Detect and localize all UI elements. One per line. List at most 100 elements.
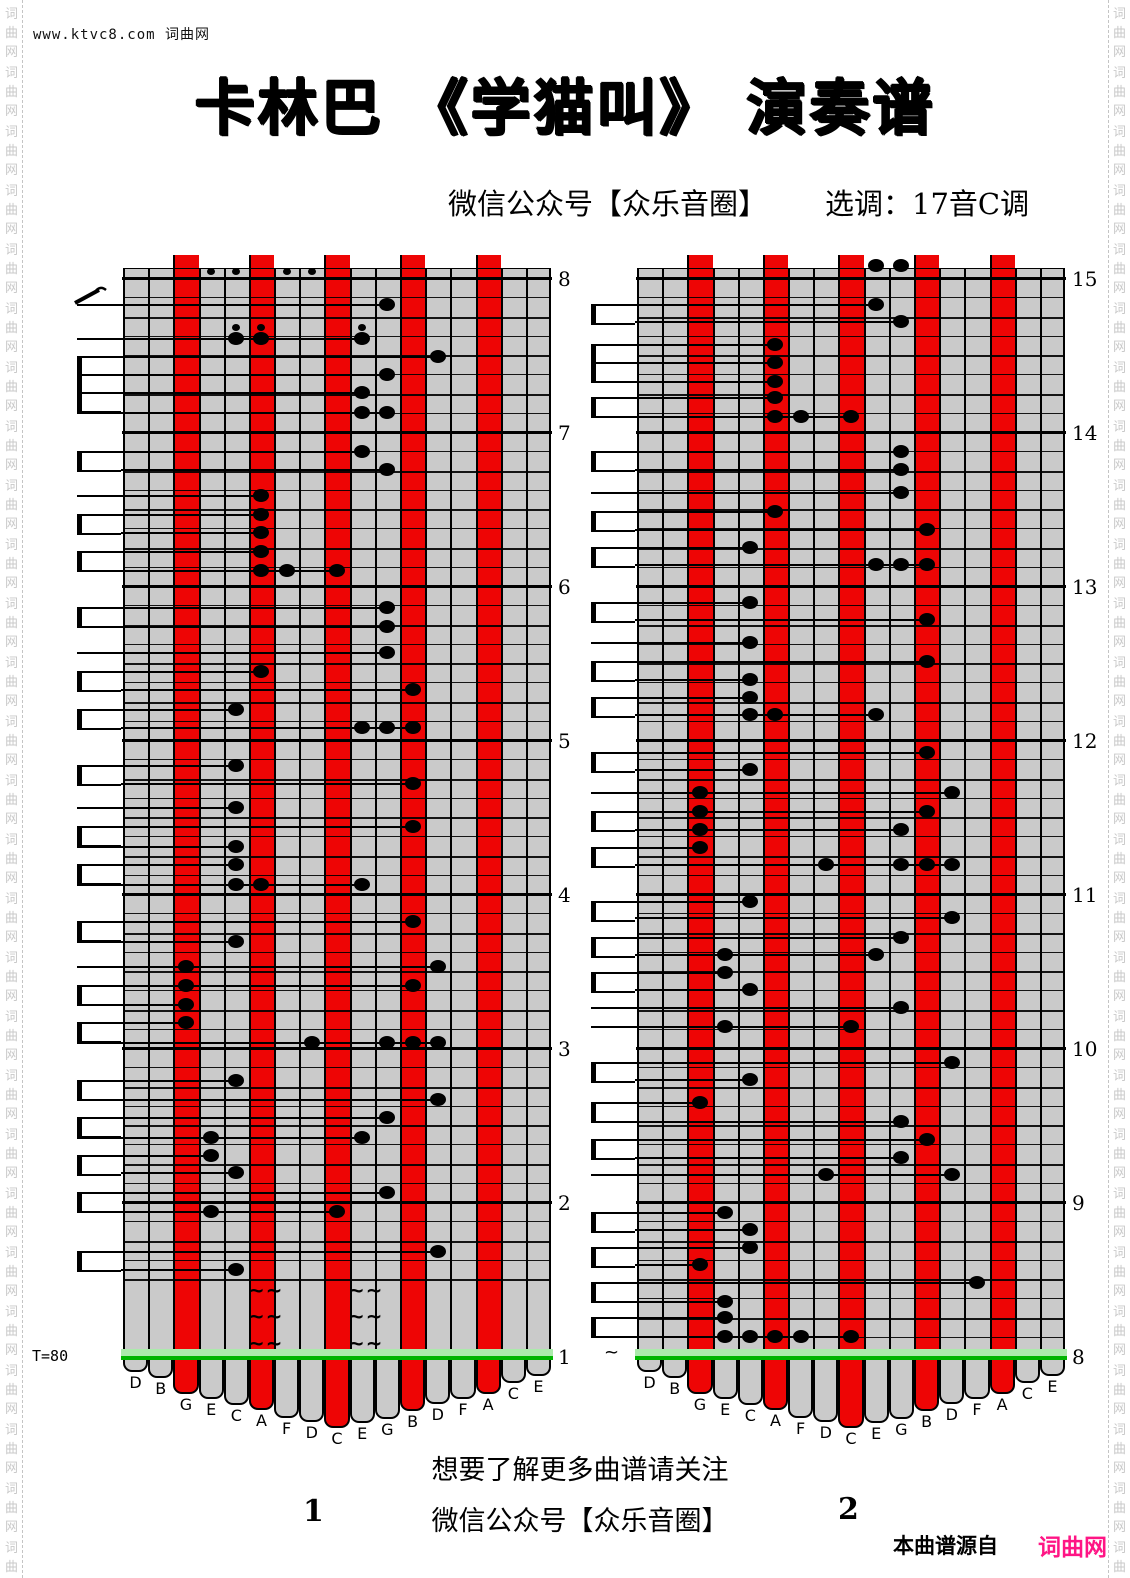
beat-line [637,643,1065,645]
beat-line [123,836,551,838]
tine-note-label: A [996,1395,1008,1414]
tine-tail [762,1356,789,1410]
duration-rect [77,1022,121,1043]
tine-note-label: F [458,1400,468,1419]
note-dot [767,410,784,423]
glissando-wavy-icon: ∼∼ [248,1304,284,1328]
note-connector-line [591,602,751,604]
note-dot [429,1245,446,1258]
tine-tail [1014,1356,1040,1383]
watermark-side-char: 词 [1113,1541,1127,1556]
watermark-side-char: 词 [1113,597,1127,612]
watermark-side-char: 曲 [1113,1383,1127,1398]
beat-line [123,528,551,530]
tine-note-label: C [1021,1384,1033,1403]
note-dot [379,463,396,476]
watermark-side-char: 曲 [5,1147,19,1162]
note-connector-line [591,416,852,418]
note-dot [868,259,885,272]
tine-tail [737,1356,763,1405]
watermark-side-char: 曲 [5,970,19,985]
note-connector-line [591,1317,726,1319]
watermark-side-char: 曲 [5,852,19,867]
beat-line [123,682,551,684]
note-connector-line [591,619,927,621]
tine-note-label: B [155,1379,167,1398]
note-dot [893,931,910,944]
note-connector-line [591,847,700,849]
tine-note-label: B [921,1412,933,1431]
watermark-side-char: 网 [1113,576,1127,591]
note-dot [742,541,759,554]
tine-note-label: D [945,1405,958,1424]
beat-line [637,759,1065,761]
note-dot [918,805,935,818]
note-dot [893,1001,910,1014]
note-dot [354,445,371,458]
watermark-side-char: 网 [5,281,19,296]
measure-number: 3 [558,1037,571,1061]
tine-column [399,255,426,1356]
note-dot [843,410,860,423]
note-connector-line [591,829,902,831]
tine-tail [248,1356,275,1410]
tine-column [450,268,476,1356]
watermark-side-char: 网 [1113,1284,1127,1299]
beat-line [123,874,551,876]
tine-note-label: E [206,1400,217,1419]
duration-rect [591,451,635,472]
watermark-side-char: 词 [5,302,19,317]
measure-line [636,585,1066,588]
beat-line [123,643,551,645]
note-dot [404,979,421,992]
note-connector-line [77,671,262,673]
watermark-side-char: 网 [1113,1343,1127,1358]
tine-tail [525,1356,552,1376]
note-connector-line [591,954,877,956]
watermark-side-char: 网 [5,45,19,60]
note-dot [742,983,759,996]
watermark-side-char: 曲 [5,1324,19,1339]
watermark-side-char: 网 [1113,517,1127,532]
duration-rect [77,1155,121,1176]
note-connector-line [591,1139,927,1141]
watermark-side-char: 曲 [1113,1442,1127,1457]
watermark-side-char: 曲 [1113,557,1127,572]
watermark-side-char: 曲 [1113,852,1127,867]
watermark-side-char: 网 [5,753,19,768]
note-dot [228,840,245,853]
tempo-label: T=80 [32,1347,69,1365]
watermark-side-char: 词 [1113,1128,1127,1143]
measure-number: 5 [558,729,571,753]
watermark-side-char: 曲 [1113,321,1127,336]
watermark-side-char: 网 [1113,163,1127,178]
note-dot [379,298,396,311]
note-connector-line [77,826,413,828]
note-dot [868,558,885,571]
duration-rect [591,847,635,868]
tine-note-label: B [669,1379,681,1398]
watermark-side-char: 词 [5,833,19,848]
watermark-side-char: 词 [5,1482,19,1497]
beat-line [637,778,1065,781]
duration-rect [77,607,121,628]
beat-line [637,624,1065,627]
measure-number: 15 [1072,267,1098,291]
measure-number: 4 [558,883,571,907]
beat-line [637,720,1065,722]
beat-line [637,1221,1065,1223]
note-dot [717,1206,734,1219]
watermark-side-char: 曲 [5,1501,19,1516]
source-brand-link[interactable]: 词曲网 [1038,1535,1107,1561]
start-tilde-icon: ~ [604,1342,620,1363]
measure-line [122,1201,552,1204]
watermark-side-char: 曲 [1113,26,1127,41]
note-connector-line [591,547,751,549]
tine-note-label: G [179,1395,193,1414]
note-connector-line [591,661,927,663]
beat-line [123,971,551,973]
beat-line [637,836,1065,838]
note-dot [379,368,396,381]
watermark-side-char: 词 [5,1246,19,1261]
note-dot [918,858,935,871]
